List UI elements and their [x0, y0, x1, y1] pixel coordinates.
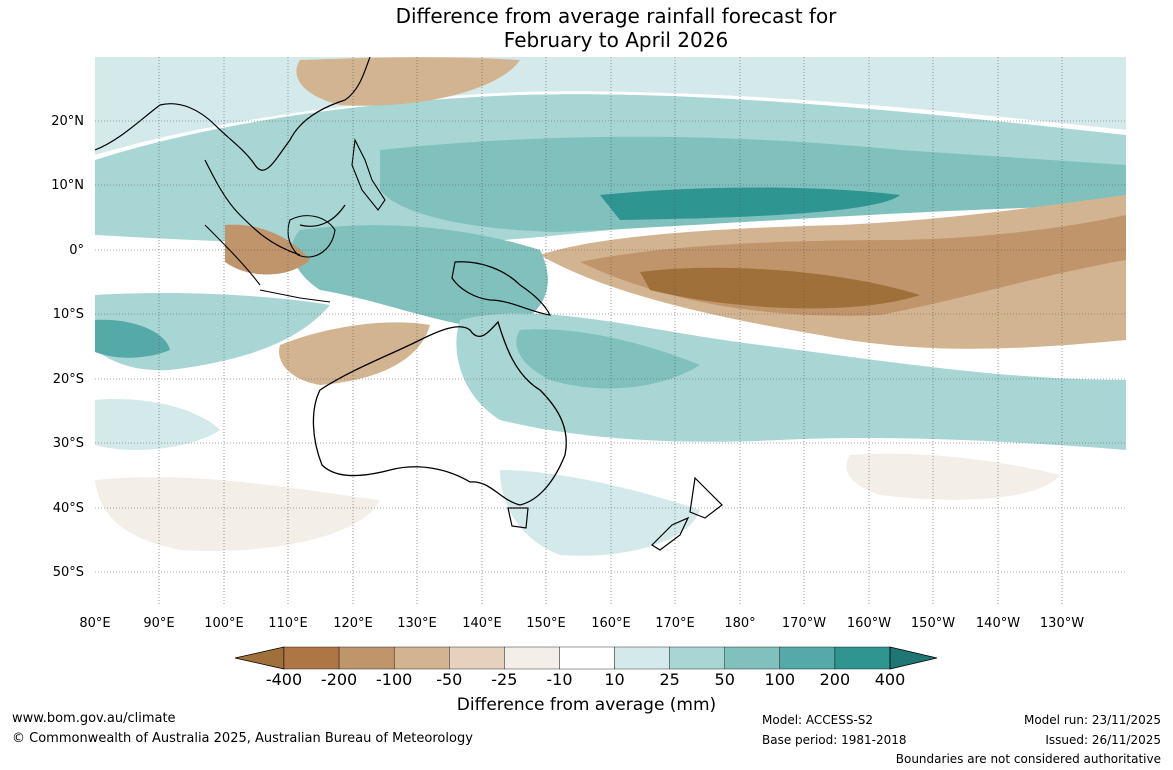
lon-label-140w: 140°W — [976, 616, 1020, 631]
dry-indonesia — [225, 224, 310, 275]
colorbar-title: Difference from average (mm) — [456, 695, 717, 715]
colorbar-tick-label: 10 — [604, 670, 625, 689]
colorbar-extend-high — [889, 646, 938, 670]
light-wet-south — [500, 470, 700, 556]
lat-label-20n: 20°N — [51, 114, 84, 129]
colorbar-segment — [614, 646, 670, 670]
rainfall-anomaly-map: 20°N 10°N 0° 10°S 20°S 30°S 40°S 50°S 80… — [51, 57, 1126, 631]
colorbar-segment — [724, 646, 781, 670]
map-title: Difference from average rainfall forecas… — [0, 4, 1173, 52]
footer-disclaimer: Boundaries are not considered authoritat… — [895, 752, 1161, 766]
footer-model: Model: ACCESS-S2 — [762, 713, 874, 727]
lon-label-120e: 120°E — [333, 616, 373, 631]
light-dry-southeast — [846, 453, 1060, 500]
lon-label-150e: 150°E — [526, 616, 566, 631]
footer-model-run: Model run: 23/11/2025 — [1023, 713, 1161, 727]
lat-label-30s: 30°S — [53, 436, 84, 451]
colorbar-extend-low — [234, 646, 285, 670]
colorbar-segment — [449, 646, 505, 670]
colorbar-tick-label: 400 — [874, 670, 906, 689]
lat-label-40s: 40°S — [53, 501, 84, 516]
title-line-1: Difference from average rainfall forecas… — [395, 4, 837, 28]
lon-label-130w: 130°W — [1040, 616, 1084, 631]
colorbar-segment — [834, 646, 891, 670]
colorbar-tick-label: 25 — [659, 670, 680, 689]
lat-label-20s: 20°S — [53, 372, 84, 387]
asia-coastline — [95, 57, 371, 171]
lon-label-150w: 150°W — [911, 616, 955, 631]
colorbar-tick-label: -400 — [265, 670, 303, 689]
title-line-2: February to April 2026 — [503, 28, 729, 52]
lon-label-100e: 100°E — [204, 616, 244, 631]
lat-label-10n: 10°N — [51, 178, 84, 193]
footer-url[interactable]: www.bom.gov.au/climate — [12, 711, 176, 726]
colorbar-segment — [669, 646, 725, 670]
new-guinea-outline — [451, 261, 552, 316]
lat-label-10s: 10°S — [53, 307, 84, 322]
colorbar-tick-label: -10 — [546, 670, 573, 689]
colorbar-tick-label: 200 — [819, 670, 851, 689]
lat-label-0: 0° — [69, 243, 84, 258]
footer-base-period: Base period: 1981-2018 — [762, 733, 907, 747]
wet-zone-north-core — [380, 136, 1126, 232]
lat-label-50s: 50°S — [53, 565, 84, 580]
colorbar-tick-label: -100 — [376, 670, 413, 689]
colorbar-segment — [393, 646, 450, 670]
australia-outline — [312, 320, 567, 506]
footer-issued: Issued: 26/11/2025 — [1045, 733, 1161, 747]
light-dry-south — [95, 477, 380, 551]
lon-label-140e: 140°E — [462, 616, 502, 631]
lon-label-80e: 80°E — [79, 616, 110, 631]
wet-maritime — [291, 225, 548, 330]
lon-label-160w: 160°W — [847, 616, 891, 631]
sumatra-java-outline — [204, 224, 331, 303]
colorbar-tick-label: -50 — [436, 670, 463, 689]
colorbar-segment — [283, 646, 340, 670]
colorbar-tick-label: -25 — [491, 670, 518, 689]
colorbar-segment — [504, 646, 560, 670]
lon-label-170w: 170°W — [782, 616, 826, 631]
colorbar-tick-label: -200 — [320, 670, 358, 689]
colorbar-segment — [338, 646, 395, 670]
dry-equatorial-peak — [640, 267, 920, 309]
colorbar-tick-label: 100 — [764, 670, 796, 689]
philippines-outline — [351, 138, 386, 211]
lon-label-90e: 90°E — [143, 616, 174, 631]
footer-copyright: © Commonwealth of Australia 2025, Austra… — [12, 731, 473, 746]
light-wet-southwest — [95, 399, 220, 450]
lon-label-130e: 130°E — [397, 616, 437, 631]
lon-label-180: 180° — [724, 616, 755, 631]
colorbar-segment — [559, 646, 615, 670]
gridlines — [95, 57, 1126, 605]
dry-north-australia — [279, 322, 430, 385]
wet-sw-pacific-core — [516, 329, 700, 389]
new-zealand-outline — [651, 476, 723, 551]
colorbar-segment — [779, 646, 836, 670]
borneo-outline — [287, 215, 336, 258]
southeast-asia-coast — [204, 159, 346, 256]
lon-label-160e: 160°E — [591, 616, 631, 631]
wet-indian-core — [95, 319, 170, 358]
lon-label-170e: 170°E — [655, 616, 695, 631]
colorbar-tick-label: 50 — [714, 670, 735, 689]
lon-label-110e: 110°E — [268, 616, 308, 631]
